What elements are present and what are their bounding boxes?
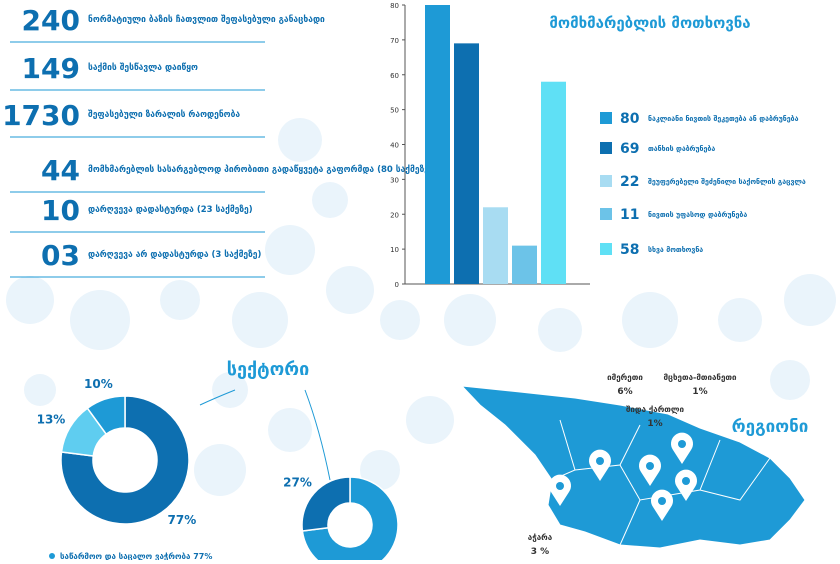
region-name: აჭარა: [528, 532, 553, 542]
pin-hole: [658, 497, 666, 505]
bar-title: მომხმარებლის მოთხოვნა: [549, 14, 750, 32]
stat-text: შეფასებული ზარალის რაოდენობა: [88, 109, 240, 120]
donut-slice: [301, 476, 351, 532]
region-value: 6%: [617, 387, 632, 397]
y-tick-label: 20: [390, 211, 399, 219]
pin-hole: [646, 462, 654, 470]
background-bubbles: [6, 118, 836, 496]
y-tick-label: 0: [395, 281, 399, 289]
arrow: [304, 389, 331, 481]
georgia-map: [460, 385, 806, 549]
legend-swatch: [600, 208, 612, 220]
stat-number: 03: [41, 239, 80, 272]
y-tick-label: 30: [390, 176, 399, 184]
y-tick-label: 80: [390, 2, 399, 10]
pin-hole: [556, 482, 564, 490]
pin: [639, 454, 662, 486]
legend-label: ნაკლიანი ნივთის შეკეთება ან დაბრუნება: [648, 115, 799, 123]
legend-swatch: [600, 112, 612, 124]
legend-label: შეუფერებელი შეძენილი საქონლის გაცვლა: [648, 178, 806, 186]
legend-value: 22: [620, 174, 639, 190]
pie-legend: საწარმოო და საცალო ვაჭრობა 77%: [60, 551, 212, 560]
bar: [425, 5, 450, 284]
pin-hole: [682, 477, 690, 485]
stat-number: 240: [22, 4, 80, 37]
donut-slice: [60, 395, 190, 525]
stat-text: საქმის შესწავლა დაიწყო: [88, 63, 198, 73]
y-tick-label: 70: [390, 37, 399, 45]
arrow: [199, 389, 236, 406]
pin-hole: [678, 440, 686, 448]
y-tick-label: 40: [390, 142, 399, 150]
map-pins: [549, 432, 697, 521]
donut-slice: [301, 476, 399, 564]
stat-text: დარღვევა არ დადასტურდა (3 საქმეზე): [88, 249, 262, 260]
legend-swatch: [600, 142, 612, 154]
region-value: 3 %: [531, 547, 549, 557]
region-value: 1%: [647, 419, 662, 429]
stat-number: 1730: [2, 99, 80, 132]
legend-value: 58: [620, 242, 639, 258]
y-tick-label: 60: [390, 72, 399, 80]
pin: [549, 474, 572, 506]
pin: [588, 449, 611, 481]
slice-label: 10%: [84, 377, 113, 391]
region-name: იმერეთი: [607, 372, 643, 382]
legend-swatch: [600, 243, 612, 255]
legend-dot: [49, 553, 55, 559]
legend-value: 80: [620, 111, 640, 127]
stat-text: ნორმატიული ბაზის ჩათვლით შეფასებული განა…: [88, 14, 325, 25]
pin-hole: [596, 457, 604, 465]
region-value: 1%: [692, 387, 707, 397]
legend-value: 11: [620, 207, 639, 223]
pin: [675, 469, 697, 501]
stat-text: დარღვევა დადასტურდა (23 საქმეზე): [88, 204, 253, 215]
slice-label: 13%: [37, 412, 66, 426]
bar: [512, 245, 537, 284]
legend-label: თანხის დაბრუნება: [648, 145, 715, 153]
y-tick-label: 50: [390, 107, 399, 115]
bar: [454, 43, 479, 284]
bar: [541, 81, 566, 284]
slice-label: 77%: [168, 513, 197, 527]
slice-label: 27%: [283, 476, 312, 490]
stat-number: 149: [22, 52, 80, 85]
map-title: რეგიონი: [732, 417, 809, 437]
stat-number: 10: [41, 194, 80, 227]
stat-text: მომხმარებლის სასარგებლოდ პირობითი გადაწყ…: [88, 164, 433, 175]
bar: [483, 207, 508, 284]
y-tick-label: 10: [390, 246, 399, 254]
donut-slice: [86, 395, 126, 436]
legend-swatch: [600, 175, 612, 187]
stat-number: 44: [41, 154, 80, 187]
legend-label: ნივთის უფასოდ დაბრუნება: [648, 211, 747, 219]
pin: [671, 432, 693, 464]
sector-title: სექტორი: [227, 359, 310, 380]
pin: [651, 489, 674, 521]
legend-label: სხვა მოთხოვნა: [648, 246, 703, 254]
region-name: მცხეთა-მთიანეთი: [663, 373, 737, 382]
legend-value: 69: [620, 141, 639, 157]
region-name: შიდა ქართლი: [626, 404, 685, 414]
